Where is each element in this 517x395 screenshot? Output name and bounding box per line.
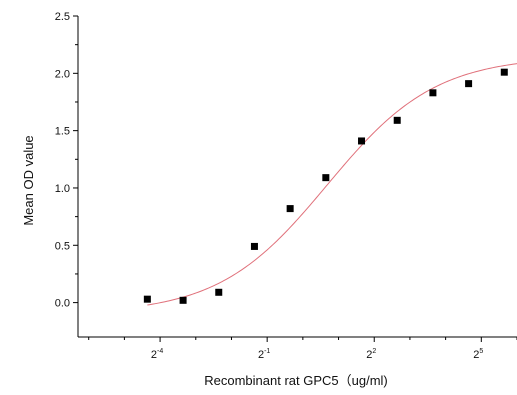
data-point — [286, 205, 294, 213]
y-tick-label: 1.0 — [55, 183, 70, 195]
fit-curve — [147, 63, 517, 306]
y-ticks: 0.0 0.5 1.0 1.5 2.0 2.5 — [55, 11, 78, 310]
x-tick-label: 2-4 — [151, 348, 163, 361]
x-tick-label: 2-1 — [258, 348, 270, 361]
x-tick-label: 22 — [366, 348, 376, 361]
y-tick-label: 2.5 — [55, 11, 70, 23]
x-ticks: 2-4 2-1 22 25 — [88, 337, 517, 361]
data-point — [465, 80, 473, 88]
data-point — [322, 174, 330, 182]
x-axis-title: Recombinant rat GPC5（ug/ml) — [204, 373, 388, 388]
data-point — [500, 68, 508, 76]
data-point — [179, 296, 187, 304]
x-tick-label: 25 — [473, 348, 483, 361]
y-tick-label: 2.0 — [55, 68, 70, 80]
data-point — [215, 288, 223, 296]
data-point — [429, 89, 437, 97]
data-points — [143, 68, 508, 304]
data-point — [393, 116, 401, 124]
y-tick-label: 0.5 — [55, 240, 70, 252]
y-tick-label: 1.5 — [55, 126, 70, 138]
data-point — [143, 295, 151, 303]
data-point — [250, 242, 258, 250]
data-point — [358, 137, 366, 145]
y-axis-title: Mean OD value — [21, 135, 36, 225]
y-tick-label: 0.0 — [55, 298, 70, 310]
axes: 0.0 0.5 1.0 1.5 2.0 2.5 2-4 2-1 22 25 — [55, 11, 517, 361]
